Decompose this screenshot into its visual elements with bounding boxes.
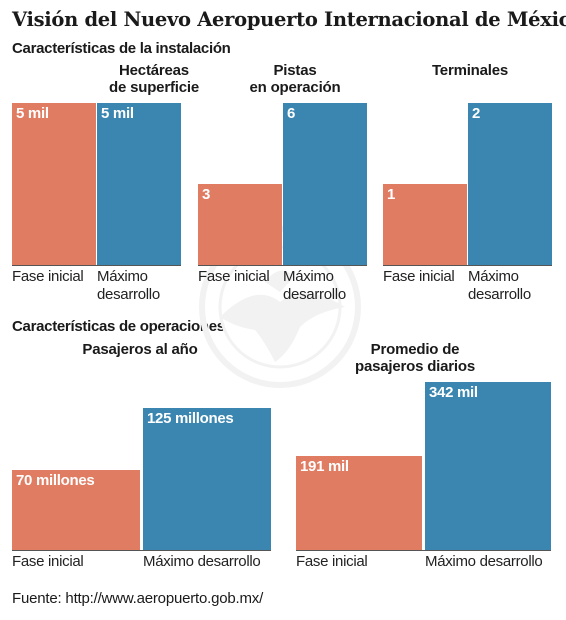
data-label: 125 millones [147,410,234,427]
baseline-axis [296,550,551,551]
bar-0-fase-inicial: 5 mil [12,103,96,265]
category-label: Máximo desarrollo [425,553,543,570]
data-label: 191 mil [300,458,349,475]
category-label: Fase inicial [12,553,84,570]
data-label: 70 millones [16,472,95,489]
category-label: Máximo desarrollo [143,553,261,570]
data-label: 342 mil [429,384,478,401]
category-label: Máximo desarrollo [283,268,346,303]
chart-title-4: Promedio de pasajeros diarios [355,341,475,375]
data-label: 5 mil [101,105,134,122]
source-note: Fuente: http://www.aeropuerto.gob.mx/ [12,590,264,607]
data-label: 3 [202,186,211,203]
category-label: Fase inicial [198,268,270,285]
baseline-axis [12,265,181,266]
bar-3-maximo-desarrollo: 125 millones [143,408,271,550]
section-title-operaciones: Características de operaciones [12,318,225,335]
data-label: 2 [472,105,481,122]
baseline-axis [12,550,271,551]
bar-1-fase-inicial: 3 [198,184,282,265]
section-title-instalacion: Características de la instalación [12,40,231,57]
chart-title-2: Terminales [431,62,509,79]
chart-title-1: Pistas en operación [249,62,341,96]
chart-title-0: Hectáreas de superficie [109,62,199,96]
baseline-axis [383,265,552,266]
bar-1-maximo-desarrollo: 6 [283,103,367,265]
baseline-axis [198,265,367,266]
category-label: Máximo desarrollo [468,268,531,303]
category-label: Fase inicial [383,268,455,285]
category-label: Máximo desarrollo [97,268,160,303]
bar-2-fase-inicial: 1 [383,184,467,265]
data-label: 1 [387,186,396,203]
bar-4-fase-inicial: 191 mil [296,456,422,550]
chart-title-3: Pasajeros al año [82,341,198,358]
bar-3-fase-inicial: 70 millones [12,470,140,550]
bar-0-maximo-desarrollo: 5 mil [97,103,181,265]
data-label: 5 mil [16,105,49,122]
category-label: Fase inicial [12,268,84,285]
bar-2-maximo-desarrollo: 2 [468,103,552,265]
page-title: Visión del Nuevo Aeropuerto Internaciona… [12,8,566,31]
bar-4-maximo-desarrollo: 342 mil [425,382,551,550]
category-label: Fase inicial [296,553,368,570]
data-label: 6 [287,105,296,122]
